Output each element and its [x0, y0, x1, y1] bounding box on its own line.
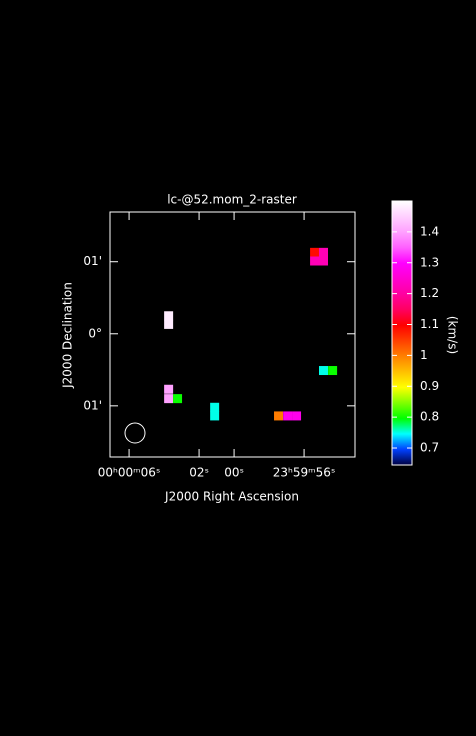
pixel	[210, 411, 220, 421]
pixel	[319, 247, 328, 257]
pixel	[274, 411, 284, 421]
chart-title: lc-@52.mom_2-raster	[167, 193, 297, 207]
x-tick-label: 23ʰ59ᵐ56ˢ	[273, 466, 336, 480]
colorbar-tick-label: 1.1	[420, 317, 439, 331]
pixel	[310, 247, 320, 257]
colorbar-tick-label: 0.7	[420, 441, 439, 455]
pixel	[164, 311, 174, 321]
colorbar-tick-label: 1.4	[420, 224, 439, 238]
pixel	[310, 256, 320, 266]
colorbar-tick-label: 1	[420, 348, 428, 362]
y-tick-label: 01'	[83, 254, 102, 268]
x-tick-label: 00ˢ	[224, 466, 244, 480]
pixel	[210, 402, 220, 412]
pixel	[283, 411, 293, 421]
x-axis-label: J2000 Right Ascension	[164, 490, 299, 504]
pixel	[328, 366, 338, 376]
y-tick-label: 0°	[88, 326, 102, 340]
x-tick-label: 02ˢ	[189, 466, 209, 480]
pixel	[319, 366, 328, 376]
y-tick-label: 01'	[83, 398, 102, 412]
colorbar	[391, 200, 413, 466]
colorbar-tick-label: 0.8	[420, 410, 439, 424]
y-axis-label: J2000 Declination	[61, 282, 75, 389]
pixel	[164, 394, 174, 404]
colorbar-tick-label: 0.9	[420, 379, 439, 393]
colorbar-tick-label: 1.2	[420, 286, 439, 300]
pixel	[319, 256, 328, 266]
pixel	[292, 411, 302, 421]
beam	[124, 422, 146, 444]
plot-frame	[109, 211, 356, 458]
x-tick-label: 00ʰ00ᵐ06ˢ	[98, 466, 161, 480]
pixel	[164, 319, 174, 329]
pixel	[164, 384, 174, 394]
pixel	[173, 394, 183, 404]
colorbar-tick-label: 1.3	[420, 255, 439, 269]
colorbar-label: (km/s)	[446, 316, 460, 354]
